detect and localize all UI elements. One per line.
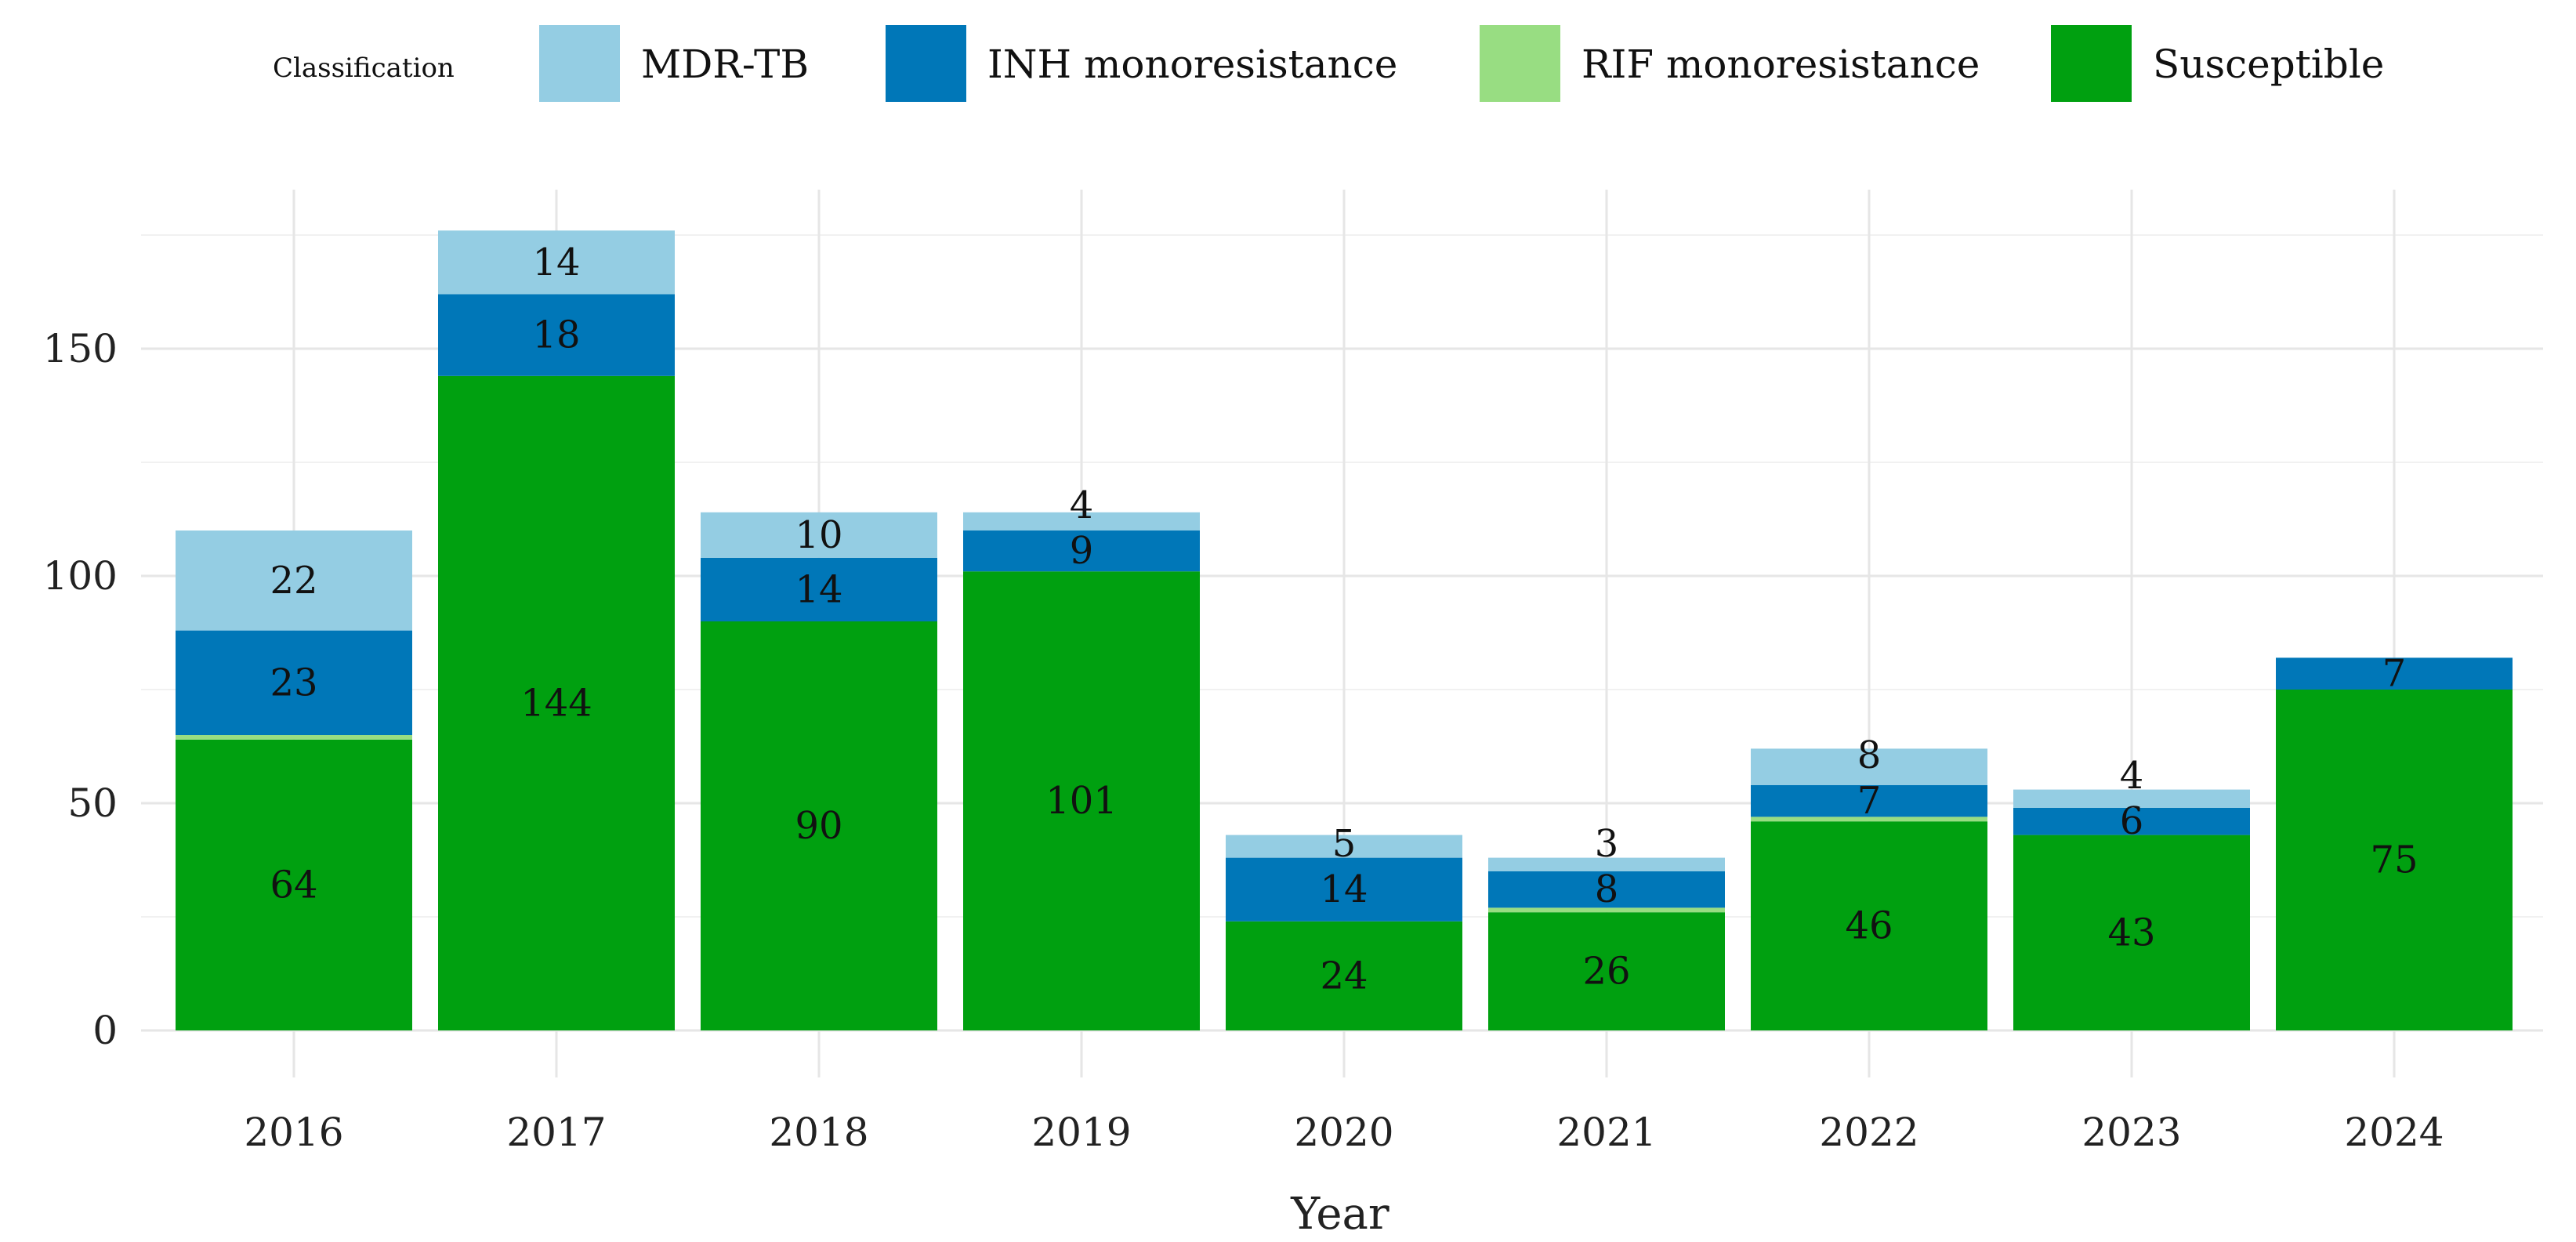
bars	[176, 230, 2513, 1030]
x-tick-label: 2023	[2081, 1110, 2181, 1155]
x-axis: 2016 2017 2018 2019 2020 2021 2022 2023 2024	[244, 1110, 2444, 1155]
data-labels: 6423221441814901410101942414526834678436…	[270, 241, 2418, 998]
data-label: 3	[1595, 822, 1619, 866]
bar-segment-inh-monoresistance	[963, 530, 1200, 572]
data-label: 18	[532, 313, 580, 357]
data-label: 7	[1857, 779, 1882, 823]
legend-key-susceptible	[2051, 25, 2132, 102]
data-label: 22	[270, 559, 317, 603]
x-tick-label: 2021	[1556, 1110, 1656, 1155]
bar-segment-mdr-tb	[963, 512, 1200, 530]
x-tick-label: 2016	[244, 1110, 343, 1155]
bar-segment-susceptible	[176, 739, 412, 1030]
data-label: 75	[2370, 838, 2418, 882]
legend-label: Susceptible	[2153, 42, 2384, 87]
bar-segment-mdr-tb	[176, 530, 412, 631]
data-label: 8	[1595, 867, 1619, 911]
legend-key-rif-monoresistance	[1480, 25, 1560, 102]
bar-segment-rif-monoresistance	[176, 735, 412, 740]
bar-segment-mdr-tb	[1226, 835, 1462, 858]
bar-segment-inh-monoresistance	[1751, 784, 1987, 817]
bar-segment-susceptible	[963, 571, 1200, 1030]
data-label: 8	[1857, 733, 1882, 777]
data-label: 6	[2120, 799, 2144, 843]
legend-key-inh-monoresistance	[886, 25, 966, 102]
legend-key-mdr-tb	[539, 25, 620, 102]
data-label: 4	[2120, 754, 2144, 798]
x-tick-label: 2019	[1031, 1110, 1131, 1155]
x-tick-label: 2024	[2344, 1110, 2444, 1155]
legend-label: INH monoresistance	[987, 42, 1397, 87]
x-tick-label: 2020	[1294, 1110, 1393, 1155]
data-label: 4	[1070, 483, 1094, 527]
bar-segment-susceptible	[701, 621, 937, 1030]
bar-segment-mdr-tb	[2013, 789, 2250, 808]
x-tick-label: 2017	[506, 1110, 606, 1155]
bar-segment-susceptible	[2276, 690, 2513, 1030]
bar-segment-inh-monoresistance	[701, 557, 937, 621]
data-label: 10	[795, 513, 842, 557]
data-label: 5	[1332, 822, 1357, 866]
bar-segment-mdr-tb	[701, 512, 937, 558]
bar-segment-mdr-tb	[1488, 857, 1725, 871]
bar-segment-inh-monoresistance	[2013, 807, 2250, 835]
y-tick-label: 150	[43, 326, 118, 371]
bar-segment-susceptible	[1226, 921, 1462, 1030]
data-label: 26	[1582, 950, 1630, 994]
y-tick-label: 0	[92, 1008, 118, 1053]
data-label: 14	[795, 567, 842, 611]
legend: Classification MDR-TB INH monoresistance R…	[273, 25, 2384, 102]
y-tick-label: 50	[67, 780, 118, 826]
y-axis: 0 50 100 150	[43, 326, 118, 1053]
bar-segment-susceptible	[2013, 835, 2250, 1030]
data-label: 144	[520, 681, 592, 725]
data-label: 14	[532, 241, 580, 284]
x-axis-title: Year	[1290, 1189, 1389, 1240]
y-tick-label: 100	[43, 553, 118, 599]
data-label: 23	[270, 661, 317, 704]
data-label: 43	[2107, 911, 2155, 954]
data-label: 46	[1845, 904, 1893, 948]
bar-segment-rif-monoresistance	[1488, 907, 1725, 913]
legend-label: RIF monoresistance	[1581, 42, 1980, 87]
data-label: 101	[1045, 779, 1118, 823]
bar-segment-inh-monoresistance	[1488, 871, 1725, 908]
bar-segment-rif-monoresistance	[1751, 817, 1987, 822]
bar-segment-mdr-tb	[438, 230, 675, 295]
data-label: 90	[795, 804, 842, 848]
data-label: 14	[1320, 867, 1368, 911]
data-label: 64	[270, 863, 317, 907]
bar-segment-inh-monoresistance	[1226, 857, 1462, 922]
data-label: 7	[2382, 652, 2407, 696]
bar-segment-mdr-tb	[1751, 748, 1987, 785]
x-tick-label: 2022	[1819, 1110, 1918, 1155]
bar-segment-inh-monoresistance	[438, 294, 675, 376]
data-label: 24	[1320, 954, 1368, 998]
bar-segment-inh-monoresistance	[2276, 657, 2513, 690]
legend-label: MDR-TB	[641, 42, 809, 87]
data-label: 9	[1070, 529, 1094, 573]
x-tick-label: 2018	[769, 1110, 868, 1155]
bar-segment-susceptible	[1751, 821, 1987, 1030]
legend-title: Classification	[273, 53, 455, 84]
bar-segment-susceptible	[1488, 912, 1725, 1030]
bar-segment-inh-monoresistance	[176, 630, 412, 735]
bar-segment-susceptible	[438, 375, 675, 1030]
